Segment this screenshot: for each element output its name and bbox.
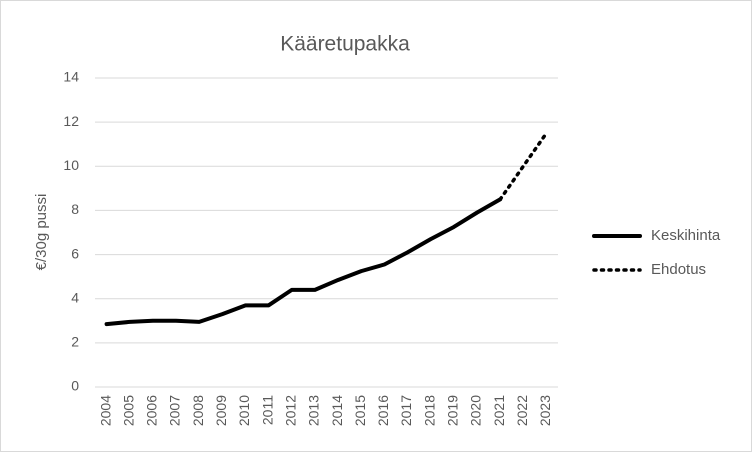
x-tick-label: 2011 xyxy=(259,395,275,425)
x-tick-label: 2017 xyxy=(398,395,414,426)
legend-label: Keskihinta xyxy=(651,227,721,244)
series-line xyxy=(104,197,503,327)
x-tick-label: 2004 xyxy=(97,395,113,426)
x-tick-label: 2010 xyxy=(236,395,252,426)
x-tick-label: 2022 xyxy=(514,395,530,426)
y-tick-label: 0 xyxy=(71,378,79,394)
x-tick-label: 2007 xyxy=(167,395,183,426)
y-tick-label: 6 xyxy=(71,245,79,261)
x-tick-label: 2020 xyxy=(468,395,484,426)
series-line xyxy=(498,131,549,202)
x-tick-label: 2014 xyxy=(329,395,345,426)
y-tick-label: 10 xyxy=(63,157,79,173)
x-tick-label: 2006 xyxy=(144,395,160,426)
x-tick-label: 2016 xyxy=(375,395,391,426)
legend-label: Ehdotus xyxy=(651,261,706,278)
y-tick-label: 12 xyxy=(63,113,79,129)
x-tick-label: 2012 xyxy=(282,395,298,426)
y-tick-label: 2 xyxy=(71,334,79,350)
x-tick-label: 2009 xyxy=(213,395,229,426)
x-tick-label: 2023 xyxy=(537,395,553,426)
y-tick-label: 14 xyxy=(63,69,79,85)
x-tick-label: 2021 xyxy=(491,395,507,426)
y-axis-label: €/30g pussi xyxy=(33,194,50,271)
y-tick-label: 4 xyxy=(71,289,79,305)
x-tick-label: 2019 xyxy=(445,395,461,426)
x-tick-label: 2018 xyxy=(421,395,437,426)
chart-title: Kääretupakka xyxy=(280,33,410,56)
x-tick-label: 2013 xyxy=(306,395,322,426)
y-tick-label: 8 xyxy=(71,201,79,217)
x-tick-label: 2015 xyxy=(352,395,368,426)
x-tick-label: 2008 xyxy=(190,395,206,426)
x-tick-label: 2005 xyxy=(120,395,136,426)
